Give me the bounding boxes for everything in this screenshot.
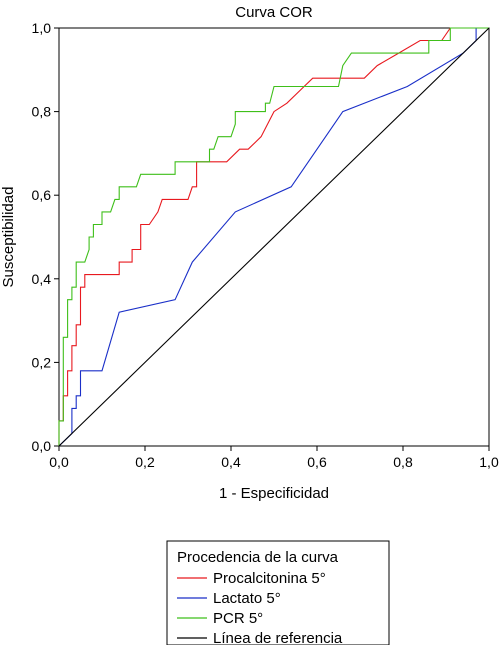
series-line-3 [58,27,490,447]
y-tick-label: 0,4 [32,271,52,287]
legend: Procedencia de la curva Procalcitonina 5… [166,540,390,645]
series-line-0 [58,27,489,446]
y-axis-title: Susceptibilidad [0,187,17,288]
x-tick-label: 0,8 [393,454,413,470]
legend-label-0: Procalcitonina 5° [213,570,326,587]
y-tick-label: 0,6 [32,187,52,203]
x-tick-label: 0,6 [307,454,327,470]
legend-label-3: Línea de referencia [213,630,343,645]
legend-box [166,540,390,645]
legend-label-2: PCR 5° [213,610,263,627]
y-tick-label: 1,0 [32,20,52,36]
x-tick-label: 0,4 [221,454,241,470]
x-tick-label: 1,0 [479,454,499,470]
x-tick-label: 0,0 [49,454,69,470]
series-line-2 [58,27,489,446]
y-tick-label: 0,0 [32,438,52,454]
chart-title: Curva COR [235,4,313,21]
series-lines [58,27,490,447]
legend-label-1: Lactato 5° [213,590,281,607]
axis-ticks: 0,0 0,2 0,4 0,6 0,8 1,0 0,0 0,2 0,4 0,6 0,8 1,0 [32,20,499,470]
y-tick-label: 0,2 [32,354,52,370]
y-tick-label: 0,8 [32,104,52,120]
x-tick-label: 0,2 [135,454,155,470]
legend-title: Procedencia de la curva [177,549,339,566]
x-axis-title: 1 - Especificidad [219,485,329,502]
plot-frame [58,27,490,447]
